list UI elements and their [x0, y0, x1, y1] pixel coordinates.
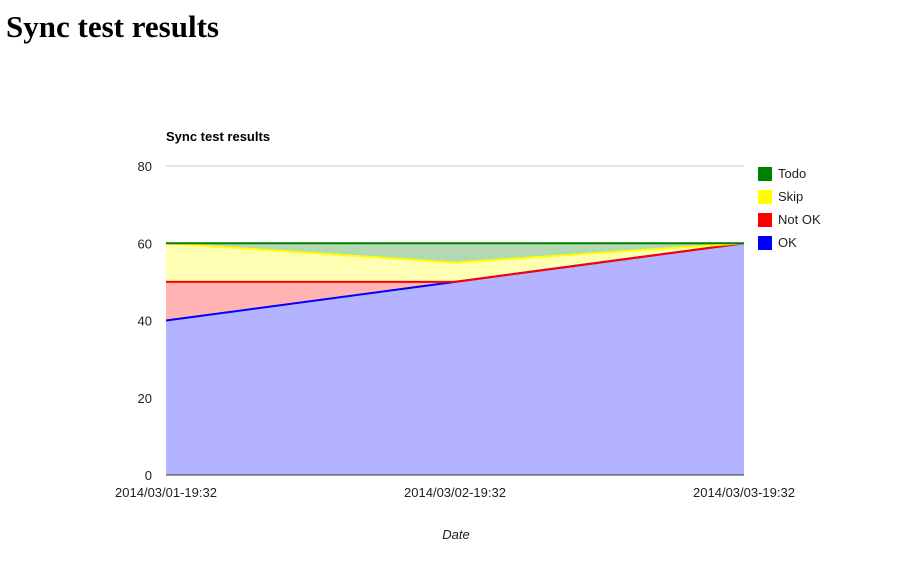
legend-label: Todo [778, 166, 806, 181]
x-tick-label: 2014/03/02-19:32 [404, 485, 506, 500]
line-skip [165, 242, 745, 264]
x-axis-title: Date [442, 527, 469, 542]
y-tick-label: 0 [145, 468, 152, 483]
series-areas [166, 243, 744, 475]
y-axis-ticks: 0 20 40 60 80 [138, 159, 152, 483]
legend-swatch [758, 236, 772, 250]
legend-label: Skip [778, 189, 803, 204]
legend-label: Not OK [778, 212, 821, 227]
area-todo [166, 243, 744, 263]
legend-swatch [758, 190, 772, 204]
series-lines [165, 242, 745, 322]
y-tick-label: 40 [138, 314, 152, 329]
line-not-ok [166, 242, 745, 283]
page-title: Sync test results [6, 9, 219, 44]
legend: Todo Skip Not OK OK [758, 166, 821, 250]
legend-swatch [758, 213, 772, 227]
x-tick-label: 2014/03/03-19:32 [693, 485, 795, 500]
y-tick-label: 20 [138, 391, 152, 406]
x-axis-ticks: 2014/03/01-19:32 2014/03/02-19:32 2014/03/… [115, 485, 795, 500]
y-tick-label: 60 [138, 236, 152, 251]
legend-swatch [758, 167, 772, 181]
y-tick-label: 80 [138, 159, 152, 174]
x-tick-label: 2014/03/01-19:32 [115, 485, 217, 500]
legend-label: OK [778, 235, 797, 250]
chart-title: Sync test results [166, 129, 270, 144]
